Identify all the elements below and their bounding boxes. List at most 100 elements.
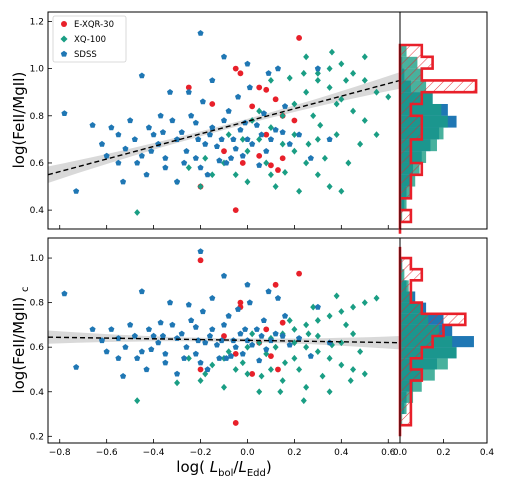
bottom-point-sdss — [115, 335, 122, 341]
bottom-point-xq-100 — [314, 332, 321, 340]
top-hist-bar-xq-100 — [400, 139, 437, 152]
top-hist-bar-xq-100 — [400, 198, 407, 211]
top-point-sdss — [260, 110, 267, 116]
bottom-point-xq-100 — [282, 359, 289, 367]
bottom-y-axis-label-subscript: c — [20, 286, 31, 292]
bottom-point-sdss — [253, 326, 260, 332]
bottom-point-sdss — [174, 370, 181, 377]
top-point-xq-100 — [385, 93, 392, 101]
bottom-point-sdss — [197, 248, 204, 254]
bottom-point-xq-100 — [357, 348, 364, 356]
bottom-point-sdss — [138, 288, 145, 295]
bottom-point-xq-100 — [134, 397, 141, 405]
x-axis-label-sub1: bol — [218, 468, 233, 479]
top-point-xq-100 — [333, 131, 340, 139]
bottom-point-e-xqr-30 — [232, 350, 239, 357]
bottom-y-axis-ticks: 0.2 0.4 0.6 0.8 1.0 — [30, 254, 52, 442]
top-y-tick-label: 0.6 — [30, 159, 45, 169]
top-point-xq-100 — [267, 77, 274, 84]
top-point-xq-100 — [314, 135, 321, 143]
top-point-xq-100 — [314, 77, 321, 84]
bottom-fit-line-path — [48, 336, 400, 344]
bottom-x-tick-label: −0.2 — [190, 448, 212, 458]
bottom-x-tick-label: 0.4 — [334, 448, 349, 458]
bottom-point-sdss — [138, 348, 145, 355]
top-hist-bar-xq-100 — [400, 115, 448, 128]
top-point-sdss — [235, 93, 242, 100]
top-point-xq-100 — [256, 107, 263, 115]
top-point-sdss — [282, 103, 289, 109]
top-point-xq-100 — [272, 183, 279, 190]
top-point-sdss — [209, 77, 216, 83]
top-point-sdss — [145, 124, 152, 131]
legend-label-xq-100: XQ-100 — [74, 35, 106, 45]
top-point-sdss — [221, 53, 227, 60]
bottom-x-tick-label: 0.0 — [240, 448, 255, 458]
bottom-point-xq-100 — [300, 397, 307, 405]
top-point-xq-100 — [263, 159, 270, 167]
top-point-xq-100 — [239, 135, 246, 143]
bottom-point-sdss — [89, 326, 96, 332]
top-point-xq-100 — [300, 69, 307, 77]
bottom-point-e-xqr-30 — [275, 366, 281, 373]
x-axis-label-L2: L — [238, 458, 246, 476]
top-band-shape — [48, 72, 400, 183]
top-point-sdss — [202, 140, 209, 147]
bottom-point-xq-100 — [239, 359, 246, 367]
bottom-point-sdss — [218, 337, 225, 344]
top-point-xq-100 — [244, 147, 251, 155]
legend-frame — [52, 15, 127, 63]
top-data-points — [61, 30, 392, 216]
bottom-y-tick-label: 0.6 — [30, 343, 45, 353]
top-point-sdss — [138, 152, 145, 159]
bottom-point-sdss — [235, 306, 242, 312]
top-point-xq-100 — [291, 147, 298, 155]
bottom-point-sdss — [242, 326, 249, 332]
bottom-point-e-xqr-30 — [197, 257, 204, 264]
top-point-sdss — [115, 131, 122, 138]
bottom-point-sdss — [108, 326, 115, 332]
top-point-xq-100 — [361, 117, 368, 124]
top-point-sdss — [192, 119, 199, 126]
bottom-point-sdss — [265, 288, 272, 295]
top-point-xq-100 — [244, 178, 251, 186]
bottom-point-sdss — [174, 335, 181, 341]
top-point-sdss — [174, 178, 181, 185]
bottom-point-sdss — [120, 373, 127, 379]
legend-marker-e-xqr-30 — [61, 21, 67, 27]
top-point-xq-100 — [296, 187, 303, 195]
bottom-point-sdss — [221, 272, 227, 279]
top-point-sdss — [218, 136, 225, 142]
top-point-sdss — [115, 159, 122, 166]
top-point-sdss — [279, 129, 286, 135]
bottom-point-e-xqr-30 — [272, 281, 279, 288]
bottom-point-xq-100 — [333, 292, 340, 300]
top-point-sdss — [138, 72, 145, 79]
top-point-sdss — [244, 136, 251, 142]
bottom-point-xq-100 — [319, 372, 326, 380]
bottom-point-xq-100 — [267, 366, 274, 373]
top-histogram-bars — [398, 43, 478, 234]
bottom-point-e-xqr-30 — [197, 366, 204, 373]
top-point-xq-100 — [357, 140, 364, 148]
top-y-tick-label: 0.8 — [30, 112, 45, 122]
bottom-point-xq-100 — [258, 372, 265, 380]
bottom-point-xq-100 — [279, 377, 286, 385]
bottom-point-xq-100 — [326, 354, 333, 362]
top-point-sdss — [206, 131, 213, 138]
x-axis-label-sub2: Edd — [247, 468, 266, 479]
bottom-point-sdss — [183, 344, 190, 350]
bottom-point-e-xqr-30 — [249, 371, 256, 377]
top-point-sdss — [169, 117, 176, 124]
legend-label-e-xqr-30: E-XQR-30 — [74, 20, 114, 30]
bottom-point-sdss — [185, 301, 192, 308]
bottom-point-sdss — [244, 281, 251, 288]
top-point-xq-100 — [267, 171, 274, 179]
bottom-y-tick-label: 0.8 — [30, 299, 45, 309]
top-point-xq-100 — [232, 171, 239, 179]
top-point-e-xqr-30 — [185, 84, 192, 91]
x-axis-label-L1: L — [210, 458, 218, 476]
bottom-point-e-xqr-30 — [221, 333, 227, 339]
bottom-point-sdss — [249, 341, 256, 348]
bottom-point-sdss — [195, 337, 202, 344]
